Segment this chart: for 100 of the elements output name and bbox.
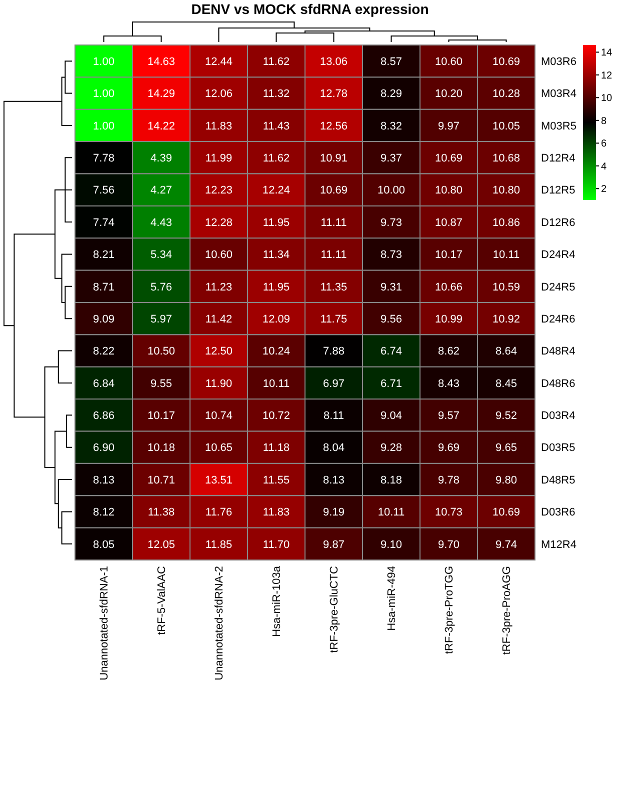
y-tick-label: D24R5 — [541, 281, 576, 294]
y-tick-label: D03R5 — [541, 442, 576, 454]
x-tick-label: Hsa-miR-103a — [271, 565, 284, 637]
data-label: 11.35 — [320, 281, 348, 294]
data-label: 9.57 — [438, 410, 460, 422]
data-label: 7.56 — [93, 184, 114, 197]
data-label: 12.44 — [204, 56, 233, 68]
data-label: 10.00 — [377, 184, 406, 197]
y-tick-label: D24R6 — [541, 313, 576, 326]
data-label: 14.63 — [147, 56, 176, 68]
data-label: 9.19 — [323, 506, 344, 519]
data-label: 11.55 — [262, 474, 290, 486]
data-label: 1.00 — [93, 120, 114, 132]
data-label: 14.29 — [147, 88, 176, 100]
data-label: 11.83 — [205, 120, 232, 132]
data-label: 12.24 — [262, 184, 290, 197]
data-label: 10.69 — [492, 506, 520, 519]
data-label: 10.60 — [204, 249, 233, 262]
data-label: 10.72 — [262, 410, 290, 422]
data-label: 14.22 — [147, 120, 176, 132]
data-label: 8.64 — [496, 346, 517, 358]
data-label: 11.34 — [262, 249, 290, 262]
data-label: 11.11 — [320, 216, 347, 229]
data-label: 9.87 — [323, 538, 344, 551]
data-label: 10.24 — [262, 346, 290, 358]
data-label: 9.37 — [380, 152, 402, 165]
x-tick-label: tRF-5-ValAAC — [156, 566, 168, 635]
data-label: 8.13 — [93, 474, 114, 486]
data-label: 8.71 — [93, 281, 114, 294]
data-label: 4.27 — [150, 184, 172, 197]
data-label: 9.70 — [438, 538, 460, 551]
data-label: 10.80 — [434, 184, 463, 197]
data-label: 10.68 — [492, 152, 520, 165]
data-label: 9.10 — [380, 538, 402, 551]
data-label: 11.18 — [262, 442, 290, 454]
data-label: 9.28 — [380, 442, 402, 454]
data-label: 12.50 — [204, 346, 233, 358]
data-label: 10.17 — [434, 249, 463, 262]
data-label: 10.59 — [492, 281, 520, 294]
data-label: 12.09 — [262, 313, 290, 326]
data-label: 10.69 — [434, 152, 463, 165]
data-label: 9.69 — [438, 442, 460, 454]
color-bar-label: 8 — [601, 116, 607, 127]
data-label: 10.74 — [204, 410, 233, 422]
data-label: 12.06 — [204, 88, 233, 100]
data-label: 6.97 — [323, 378, 344, 390]
x-tick-label: tRF-3pre-ProAGG — [501, 566, 514, 655]
data-label: 10.28 — [492, 88, 520, 100]
y-tick-label: D12R5 — [541, 184, 576, 197]
y-tick-label: D24R4 — [541, 249, 576, 262]
data-label: 10.86 — [492, 216, 520, 229]
data-label: 6.84 — [93, 378, 114, 390]
data-label: 7.88 — [323, 346, 344, 358]
y-tick-label: D03R6 — [541, 506, 576, 519]
data-label: 6.90 — [93, 442, 114, 454]
data-label: 10.66 — [434, 281, 463, 294]
data-label: 11.95 — [262, 281, 290, 294]
data-label: 10.20 — [434, 88, 463, 100]
x-tick-label: Unannotated-sfdRNA-1 — [98, 566, 111, 680]
data-label: 10.17 — [147, 410, 176, 422]
data-label: 10.11 — [378, 506, 405, 519]
data-label: 5.34 — [150, 249, 172, 262]
color-bar-label: 12 — [601, 70, 613, 82]
data-label: 8.57 — [380, 56, 402, 68]
data-label: 9.04 — [380, 410, 402, 422]
data-label: 9.09 — [93, 313, 114, 326]
chart-title: DENV vs MOCK sfdRNA expression — [191, 1, 429, 17]
x-tick-label: tRF-3pre-GluCTC — [328, 566, 341, 653]
data-label: 11.90 — [205, 378, 232, 390]
data-label: 11.23 — [205, 281, 232, 294]
data-label: 10.91 — [320, 152, 348, 165]
data-label: 8.43 — [438, 378, 460, 390]
data-label: 11.95 — [262, 216, 290, 229]
data-label: 9.78 — [438, 474, 460, 486]
x-tick-label: tRF-3pre-ProTGG — [444, 566, 456, 654]
data-label: 8.21 — [93, 249, 114, 262]
data-label: 11.99 — [205, 152, 232, 165]
data-label: 8.18 — [380, 474, 402, 486]
color-bar-label: 2 — [601, 184, 607, 196]
data-label: 10.11 — [262, 378, 290, 390]
data-label: 11.62 — [262, 56, 290, 68]
data-label: 11.42 — [205, 313, 232, 326]
data-label: 8.32 — [380, 120, 402, 132]
data-label: 9.56 — [380, 313, 402, 326]
color-bar-label: 14 — [601, 48, 613, 59]
data-label: 8.11 — [323, 410, 344, 422]
y-tick-label: D03R4 — [541, 410, 576, 422]
data-label: 10.60 — [434, 56, 463, 68]
data-label: 10.50 — [147, 346, 176, 358]
data-label: 8.45 — [496, 378, 517, 390]
data-label: 10.69 — [492, 56, 520, 68]
data-label: 10.71 — [147, 474, 176, 486]
y-tick-label: M12R4 — [541, 538, 576, 551]
data-label: 11.43 — [262, 120, 290, 132]
data-label: 13.06 — [320, 56, 348, 68]
data-label: 9.31 — [380, 281, 402, 294]
data-label: 5.97 — [150, 313, 172, 326]
data-label: 12.78 — [320, 88, 348, 100]
data-label: 12.05 — [147, 538, 176, 551]
data-label: 10.99 — [434, 313, 463, 326]
